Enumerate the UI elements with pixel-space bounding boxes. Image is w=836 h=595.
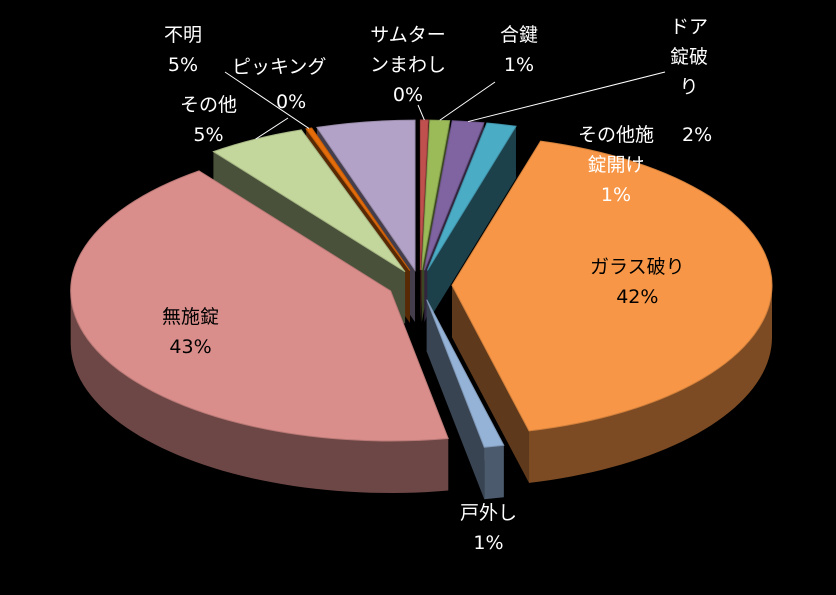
slice-label-safe-turning: サムター ンまわし 0%	[370, 24, 447, 106]
slice-label-other: その他 5%	[180, 94, 238, 146]
leader-line-lock_breaking	[467, 71, 666, 123]
slice-top-other_unlocking	[426, 122, 517, 271]
leader-line-duplicate_key	[439, 81, 496, 121]
slice-rim-unlocked	[70, 290, 449, 493]
slice-top-glass_breaking	[451, 140, 773, 432]
slice-label-other-unlocking: その他施 錠開け 1%	[578, 124, 655, 206]
slice-rim-glass_breaking	[529, 285, 772, 483]
slice-top-picking	[305, 127, 411, 272]
slice-top-door_removal	[426, 299, 505, 448]
slice-label-duplicate-key: 合鍵 1%	[500, 24, 539, 76]
slice-pct-lock-breaking: 2%	[682, 124, 713, 146]
leader-line-picking	[224, 71, 310, 129]
slice-top-lock_breaking	[423, 120, 485, 271]
slice-pct-picking: 0%	[276, 91, 307, 113]
slice-wall-glass_breaking-1	[451, 285, 530, 483]
leader-line-safe_turning	[417, 104, 425, 121]
slice-label-door-removal: 戸外し 1%	[460, 502, 518, 554]
leader-line-other	[255, 117, 289, 140]
slice-wall-door_removal-1	[426, 299, 485, 500]
slice-label-picking: ピッキング	[232, 56, 327, 78]
slice-top-safe_turning	[419, 119, 429, 271]
slice-top-layer	[70, 119, 773, 448]
slice-label-glass-breaking: ガラス破り 42%	[590, 256, 685, 308]
leader-lines	[224, 71, 666, 140]
slice-top-unknown	[316, 119, 416, 272]
slice-wall-other_unlocking-1	[427, 126, 516, 323]
slice-label-unlocked: 無施錠 43%	[162, 306, 220, 358]
slice-top-unlocked	[70, 170, 449, 442]
slice-label-unknown: 不明 5%	[164, 24, 203, 76]
slice-label-lock-breaking: ドア 錠破 り	[670, 16, 709, 98]
slice-rim-door_removal	[484, 445, 504, 500]
